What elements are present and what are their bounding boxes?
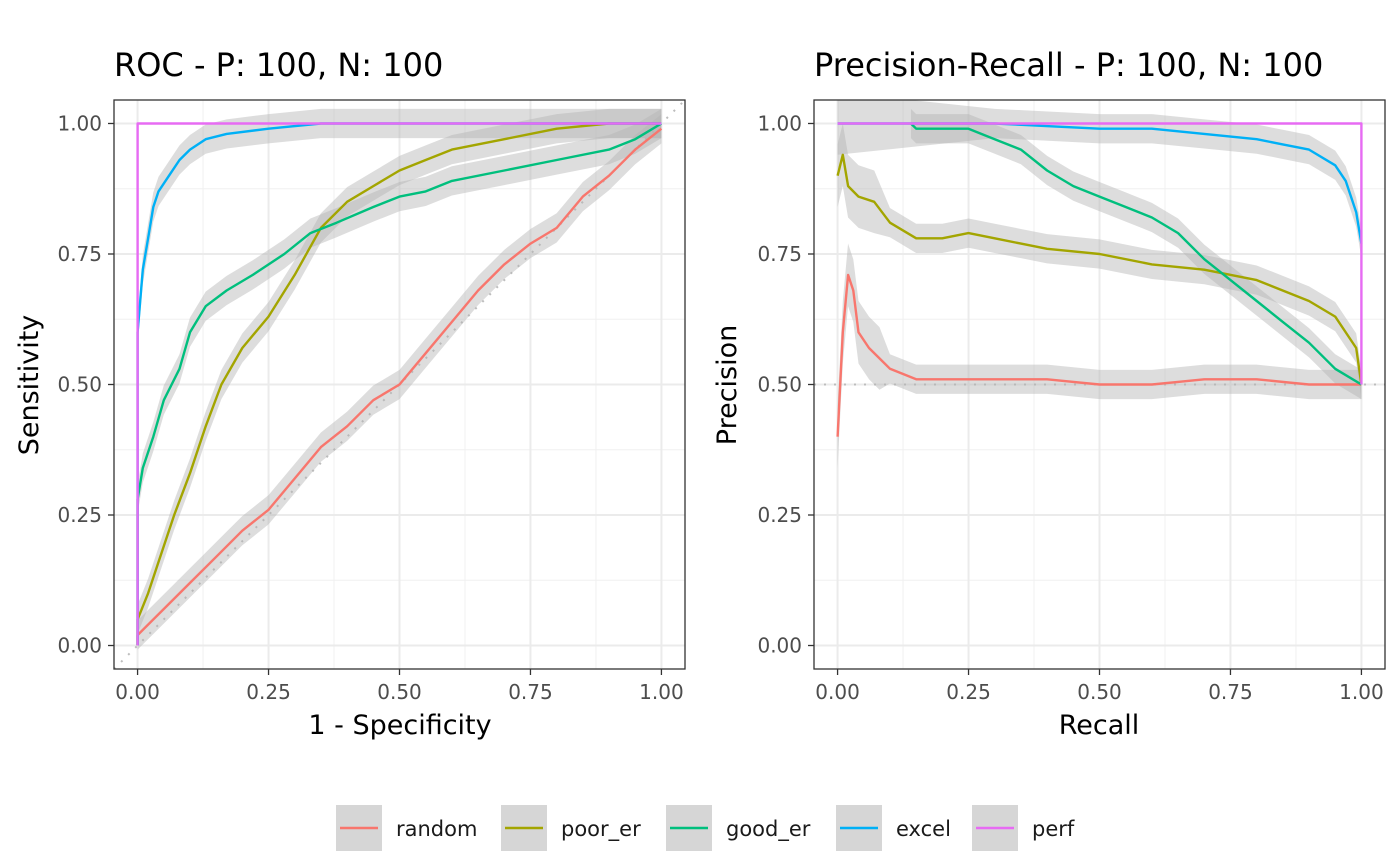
pr-y-tick-label: 0.75: [757, 242, 802, 266]
pr-y-axis-title: Precision: [712, 325, 743, 445]
legend: random poor_er good_er excel perf: [336, 805, 1075, 851]
legend-item-perf: perf: [972, 805, 1075, 851]
pr-x-axis-title: Recall: [1059, 710, 1140, 741]
legend-label: poor_er: [561, 817, 641, 842]
roc-series-random: [136, 127, 663, 646]
pr-plot-area: [813, 99, 1386, 670]
legend-item-poor_er: poor_er: [501, 805, 641, 851]
roc-series-poor_er: [136, 122, 662, 646]
roc-series-good_er: [136, 122, 663, 646]
roc-y-tick-label: 0.00: [57, 634, 102, 658]
legend-label: good_er: [726, 817, 811, 842]
roc-x-tick-label: 1.00: [639, 680, 684, 704]
roc-y-tick-label: 0.75: [57, 242, 102, 266]
legend-label: perf: [1032, 817, 1075, 841]
roc-band-excel: [137, 108, 662, 661]
legend-label: excel: [896, 817, 951, 841]
legend-label: random: [396, 817, 477, 841]
pr-y-tick-label: 1.00: [757, 111, 802, 135]
pr-series-random: [836, 273, 1362, 437]
pr-band-excel: [837, 100, 1362, 259]
roc-chart-title: ROC - P: 100, N: 100: [114, 46, 443, 84]
pr-y-tick-label: 0.50: [757, 373, 802, 397]
pr-series-layer: [814, 100, 1385, 469]
pr-series-poor_er: [836, 153, 1363, 385]
roc-baseline: [114, 100, 685, 669]
roc-x-tick-label: 0.00: [115, 680, 160, 704]
roc-band-random: [137, 114, 662, 661]
roc-y-tick-label: 0.25: [57, 503, 102, 527]
roc-chart: ROC - P: 100, N: 100 1 - Specificity Sen…: [14, 46, 686, 741]
pr-series-perf: [837, 122, 1363, 385]
precision-recall-chart: Precision-Recall - P: 100, N: 100 Recall…: [712, 46, 1386, 741]
pr-y-tick-label: 0.25: [757, 503, 802, 527]
legend-item-excel: excel: [836, 805, 951, 851]
roc-plot-area: [113, 99, 686, 670]
roc-x-tick-label: 0.25: [246, 680, 291, 704]
roc-x-axis-title: 1 - Specificity: [308, 710, 491, 741]
pr-band-poor_er: [837, 123, 1362, 400]
pr-y-tick-label: 0.00: [757, 634, 802, 658]
pr-chart-title: Precision-Recall - P: 100, N: 100: [814, 46, 1323, 84]
pr-series-excel: [837, 122, 1363, 244]
pr-x-tick-label: 0.00: [815, 680, 860, 704]
pr-x-tick-label: 0.50: [1077, 680, 1122, 704]
pr-band-good_er: [910, 108, 1362, 400]
roc-x-tick-label: 0.75: [508, 680, 553, 704]
roc-y-tick-label: 0.50: [57, 373, 102, 397]
roc-x-tick-label: 0.50: [377, 680, 422, 704]
roc-series-perf: [136, 122, 662, 646]
pr-x-tick-label: 0.75: [1208, 680, 1253, 704]
pr-series-good_er: [910, 122, 1363, 386]
legend-item-good_er: good_er: [666, 805, 811, 851]
roc-band-good_er: [137, 108, 662, 661]
legend-item-random: random: [336, 805, 477, 851]
roc-y-axis-title: Sensitivity: [14, 315, 45, 456]
roc-series-excel: [136, 122, 662, 646]
pr-x-tick-label: 1.00: [1339, 680, 1384, 704]
roc-series-layer: [114, 100, 685, 669]
roc-y-tick-label: 1.00: [57, 111, 102, 135]
pr-x-tick-label: 0.25: [946, 680, 991, 704]
